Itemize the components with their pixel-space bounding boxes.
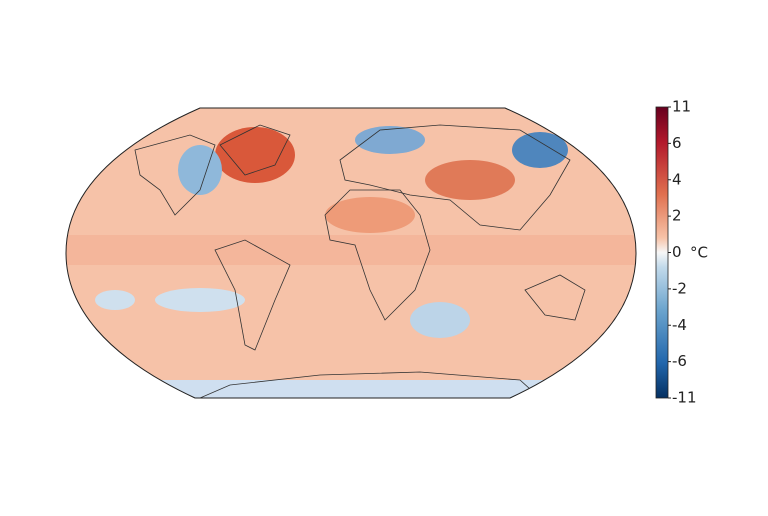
colorbar-tick-label: -6 (672, 352, 687, 370)
colorbar-tick-label: 11 (672, 98, 691, 116)
colorbar (655, 106, 669, 399)
colorbar-tick-label: 0 (672, 243, 682, 261)
colorbar-ticks: 11 6 4 2 0 -2 -4 -6 -11 (668, 98, 697, 407)
colorbar-tick-label: 4 (672, 170, 682, 188)
colorbar-tick-label: -2 (672, 279, 687, 297)
colorbar-unit: °C (690, 244, 708, 262)
colorbar-tick-label: -4 (672, 316, 687, 334)
colorbar-tick-label: 6 (672, 134, 682, 152)
colorbar-tick-label: 2 (672, 207, 682, 225)
map-outline (65, 107, 637, 399)
colorbar-tick-label: -11 (672, 389, 697, 407)
temperature-map (66, 108, 636, 398)
